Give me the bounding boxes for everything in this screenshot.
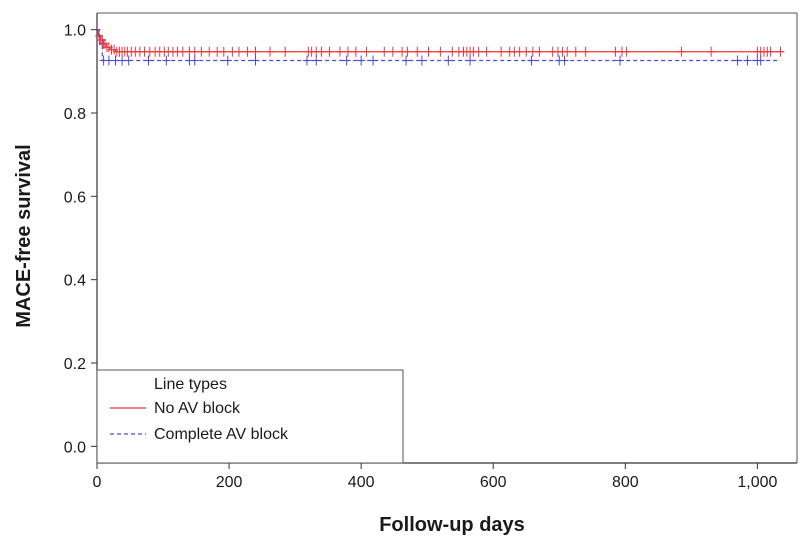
censor-mark-no-av-block: [436, 46, 445, 57]
censor-mark-no-av-block: [677, 46, 686, 57]
censor-mark-complete-av-block: [251, 55, 260, 66]
censor-mark-complete-av-block: [342, 55, 351, 66]
censor-mark-no-av-block: [317, 46, 326, 57]
x-tick-label: 0: [93, 474, 102, 491]
censor-mark-complete-av-block: [733, 55, 742, 66]
censor-mark-complete-av-block: [560, 55, 569, 66]
censor-mark-no-av-block: [482, 46, 491, 57]
censor-mark-no-av-block: [205, 46, 214, 57]
censor-mark-no-av-block: [497, 46, 506, 57]
x-tick-label: 600: [480, 474, 507, 491]
censor-mark-no-av-block: [234, 46, 243, 57]
censor-mark-no-av-block: [535, 46, 544, 57]
censor-mark-no-av-block: [281, 46, 290, 57]
series-layer: [94, 29, 785, 66]
censor-mark-no-av-block: [403, 46, 412, 57]
censor-mark-no-av-block: [581, 46, 590, 57]
curve-complete-av-block: [97, 29, 778, 62]
x-tick-label: 200: [216, 474, 243, 491]
censor-mark-complete-av-block: [312, 55, 321, 66]
censor-mark-no-av-block: [380, 46, 389, 57]
censor-mark-no-av-block: [343, 46, 352, 57]
x-axis-title: Follow-up days: [379, 514, 525, 536]
censor-mark-complete-av-block: [303, 55, 311, 66]
censor-mark-complete-av-block: [616, 55, 625, 66]
censor-mark-no-av-block: [243, 46, 252, 57]
censor-mark-no-av-block: [325, 46, 334, 57]
censor-mark-complete-av-block: [402, 55, 411, 66]
x-tick-label: 1,000: [737, 474, 777, 491]
censor-mark-no-av-block: [251, 46, 260, 57]
censor-mark-no-av-block: [362, 46, 371, 57]
censor-mark-no-av-block: [424, 46, 433, 57]
y-axis: 0.0 0.2 0.4 0.6 0.8 1.0: [64, 13, 98, 463]
legend: Line types No AV block Complete AV block: [96, 369, 404, 464]
censor-mark-no-av-block: [197, 46, 206, 57]
censor-mark-complete-av-block: [190, 55, 199, 66]
censor-mark-complete-av-block: [162, 55, 171, 66]
censor-mark-no-av-block: [388, 46, 397, 57]
censor-mark-no-av-block: [336, 46, 345, 57]
censor-mark-no-av-block: [351, 46, 360, 57]
legend-box: [96, 369, 404, 464]
censor-mark-no-av-block: [622, 46, 631, 57]
censor-mark-complete-av-block: [417, 55, 426, 66]
censor-mark-no-av-block: [776, 46, 785, 57]
censor-mark-complete-av-block: [444, 55, 453, 66]
censor-mark-complete-av-block: [527, 55, 536, 66]
x-axis: 0 200 400 600 800 1,000: [93, 462, 797, 491]
plot-frame: [97, 12, 798, 463]
y-tick-label: 0.6: [64, 189, 86, 206]
y-axis-title: MACE-free survival: [13, 144, 35, 327]
censor-mark-no-av-block: [563, 46, 572, 57]
censor-mark-no-av-block: [94, 30, 103, 41]
censor-mark-no-av-block: [266, 46, 275, 57]
y-tick-label: 0.4: [64, 273, 86, 290]
y-tick-label: 0.2: [64, 356, 86, 373]
censor-mark-complete-av-block: [357, 55, 366, 66]
y-tick-label: 0.8: [64, 106, 86, 123]
censor-mark-complete-av-block: [223, 55, 232, 66]
censor-mark-complete-av-block: [369, 55, 378, 66]
y-tick-label: 0.0: [64, 439, 86, 456]
legend-label: Complete AV block: [154, 426, 289, 443]
y-tick-label: 1.0: [64, 23, 86, 40]
censor-mark-no-av-block: [474, 46, 483, 57]
legend-label: No AV block: [154, 400, 241, 417]
censor-mark-complete-av-block: [144, 55, 153, 66]
censor-mark-no-av-block: [413, 46, 422, 57]
censor-mark-no-av-block: [766, 46, 775, 57]
censor-mark-complete-av-block: [466, 55, 475, 66]
censor-mark-no-av-block: [707, 46, 716, 57]
censor-mark-complete-av-block: [743, 55, 752, 66]
x-tick-label: 400: [348, 474, 375, 491]
censor-mark-no-av-block: [571, 46, 580, 57]
legend-title: Line types: [154, 376, 227, 393]
censor-mark-complete-av-block: [124, 55, 133, 66]
censor-mark-no-av-block: [219, 46, 228, 57]
censor-mark-complete-av-block: [756, 55, 765, 66]
x-tick-label: 800: [612, 474, 639, 491]
